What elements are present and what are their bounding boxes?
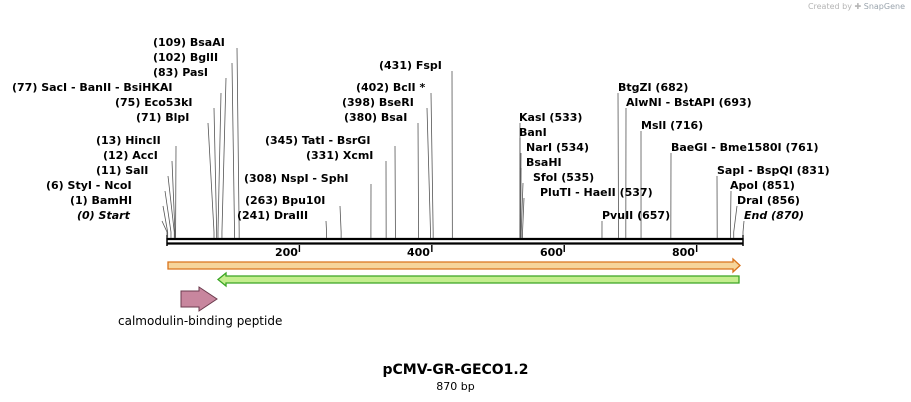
site-leader-line bbox=[520, 182, 524, 238]
site-leader-line bbox=[213, 107, 218, 238]
site-leader-line bbox=[617, 92, 619, 238]
site-label[interactable]: (308) NspI - SphI bbox=[244, 172, 349, 185]
site-leader-line bbox=[426, 107, 431, 238]
site-label[interactable]: (6) StyI - NcoI bbox=[46, 179, 132, 192]
site-label[interactable]: (77) SacI - BanII - BsiHKAI bbox=[12, 81, 173, 94]
site-leader-line bbox=[161, 220, 168, 238]
site-leader-line bbox=[730, 190, 732, 238]
site-label[interactable]: (241) DraIII bbox=[237, 209, 309, 222]
site-leader-line bbox=[221, 77, 227, 238]
tick-label: 200 bbox=[275, 246, 298, 259]
site-label[interactable]: (0) Start bbox=[77, 209, 130, 222]
site-label[interactable]: BsaHI bbox=[526, 156, 562, 169]
site-label[interactable]: MslI (716) bbox=[641, 119, 704, 132]
site-leader-line bbox=[167, 175, 175, 238]
site-label[interactable]: BtgZI (682) bbox=[618, 81, 689, 94]
site-leader-line bbox=[236, 47, 240, 238]
site-leader-line bbox=[231, 62, 235, 238]
site-label[interactable]: (345) TatI - BsrGI bbox=[265, 134, 371, 147]
snapgene-logo-icon: ✚ bbox=[854, 2, 862, 11]
site-label[interactable]: ApoI (851) bbox=[730, 179, 795, 192]
site-label[interactable]: NarI (534) bbox=[526, 141, 589, 154]
site-label[interactable]: AlwNI - BstAPI (693) bbox=[626, 96, 752, 109]
site-label[interactable]: BanI bbox=[519, 126, 547, 139]
feature-arrow bbox=[180, 286, 218, 312]
tick-label: 800 bbox=[672, 246, 695, 259]
site-label[interactable]: DraI (856) bbox=[737, 194, 800, 207]
site-leader-line bbox=[162, 205, 169, 238]
site-label[interactable]: (109) BsaAI bbox=[153, 36, 225, 49]
site-label[interactable]: End (870) bbox=[744, 209, 805, 222]
site-leader-line bbox=[207, 122, 215, 238]
site-label[interactable]: KasI (533) bbox=[519, 111, 583, 124]
site-label[interactable]: (102) BglII bbox=[153, 51, 219, 64]
site-label[interactable]: (75) Eco53kI bbox=[115, 96, 193, 109]
site-label[interactable]: (402) BclI * bbox=[356, 81, 426, 94]
site-leader-line bbox=[733, 205, 738, 238]
site-label[interactable]: (331) XcmI bbox=[306, 149, 374, 162]
site-label[interactable]: BaeGI - Bme1580I (761) bbox=[671, 141, 819, 154]
site-label[interactable]: (380) BsaI bbox=[344, 111, 408, 124]
site-label[interactable]: PvuII (657) bbox=[602, 209, 671, 222]
site-label[interactable]: (12) AccI bbox=[103, 149, 158, 162]
site-label[interactable]: (11) SalI bbox=[96, 164, 149, 177]
site-leader-line bbox=[430, 92, 434, 238]
site-leader-line bbox=[417, 122, 419, 238]
site-leader-line bbox=[325, 220, 327, 238]
plasmid-name: pCMV-GR-GECO1.2 bbox=[382, 362, 529, 378]
site-leader-line bbox=[217, 92, 222, 238]
site-label[interactable]: (83) PasI bbox=[153, 66, 209, 79]
site-label[interactable]: SfoI (535) bbox=[533, 171, 595, 184]
tick-label: 600 bbox=[540, 246, 563, 259]
site-label[interactable]: (263) Bpu10I bbox=[245, 194, 326, 207]
site-label[interactable]: PluTI - HaeII (537) bbox=[540, 186, 653, 199]
site-label[interactable]: (1) BamHI bbox=[70, 194, 133, 207]
site-leader-line bbox=[164, 190, 172, 238]
site-label[interactable]: (431) FspI bbox=[379, 59, 442, 72]
site-label[interactable]: (398) BseRI bbox=[342, 96, 414, 109]
orf-forward-arrow bbox=[167, 257, 741, 274]
plasmid-length: 870 bp bbox=[436, 380, 475, 393]
site-leader-line bbox=[522, 197, 525, 238]
site-label[interactable]: SapI - BspQI (831) bbox=[717, 164, 830, 177]
tick-label: 400 bbox=[407, 246, 430, 259]
site-leader-line bbox=[171, 160, 176, 238]
feature-label: calmodulin-binding peptide bbox=[118, 314, 283, 328]
orf-reverse-arrow bbox=[216, 271, 740, 288]
site-label[interactable]: (13) HincII bbox=[96, 134, 161, 147]
credit-label: Created by ✚ SnapGene bbox=[807, 2, 905, 11]
site-leader-line bbox=[339, 205, 342, 238]
site-label[interactable]: (71) BlpI bbox=[136, 111, 190, 124]
site-leader-line bbox=[742, 220, 745, 238]
